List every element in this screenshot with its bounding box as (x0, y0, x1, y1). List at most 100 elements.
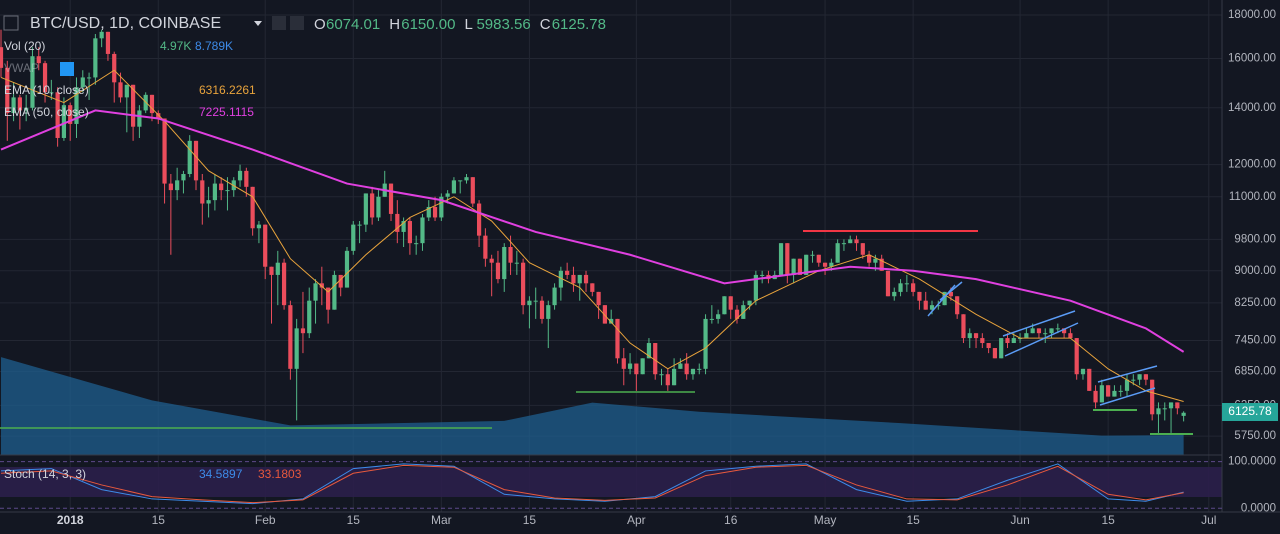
x-tick-label: 15 (906, 513, 920, 527)
candle-body (961, 314, 966, 339)
candle-body (338, 274, 343, 288)
candle-body (942, 291, 947, 306)
candle-body (1099, 385, 1104, 403)
candle-body (1137, 374, 1142, 380)
dropdown-icon[interactable] (254, 21, 262, 26)
candle-body (464, 177, 469, 181)
ema10-line (0, 69, 1184, 402)
close-icon[interactable] (290, 16, 304, 30)
candle-body (747, 300, 752, 306)
channel-line (1099, 387, 1156, 406)
candle-body (816, 254, 821, 263)
candle-body (131, 84, 136, 127)
last-price-badge (1222, 403, 1278, 421)
candle-body (162, 118, 167, 184)
candle-body (61, 105, 67, 138)
indicator-value: 34.5897 (199, 467, 243, 481)
stoch-d-line (0, 464, 1184, 504)
candle-body (1124, 379, 1130, 391)
candle-body (615, 318, 620, 359)
candle-body (225, 190, 230, 192)
channel-line (1004, 322, 1079, 357)
candle-body (451, 180, 457, 194)
candle-body (326, 287, 331, 310)
settings-icon[interactable] (272, 16, 286, 30)
ohlc-value: 6125.78 (552, 16, 606, 33)
x-tick-label: May (814, 513, 837, 527)
candle-body (244, 170, 249, 187)
candle-body (193, 140, 199, 181)
x-tick-label: Apr (627, 513, 646, 527)
candle-body (495, 262, 501, 280)
indicator-name[interactable]: Vol (20) (4, 39, 45, 53)
candle-body (212, 183, 217, 201)
candle-body (929, 305, 935, 310)
candle-body (11, 97, 16, 114)
stoch-k-line (0, 463, 1184, 505)
candle-body (388, 183, 394, 214)
x-tick-label: 15 (152, 513, 166, 527)
symbol[interactable]: BTC/USD, 1D, COINBASE (30, 15, 221, 32)
indicator-name[interactable]: EMA (10, close) (4, 83, 89, 97)
y-tick-label: 16000.00 (1228, 53, 1276, 65)
candle-body (634, 363, 639, 375)
candle-body (137, 110, 142, 127)
candle-body (42, 63, 48, 93)
candle-body (86, 77, 92, 79)
candle-body (1055, 328, 1060, 330)
candle-body (1175, 402, 1180, 409)
candle-body (36, 56, 41, 64)
volume-ma-area (1, 357, 1184, 455)
collapse-icon[interactable] (3, 15, 19, 31)
candle-body (118, 82, 123, 98)
y-tick-label: 18000.00 (1228, 9, 1276, 21)
candle-body (854, 239, 859, 244)
candle-body (514, 262, 519, 264)
x-tick-label: 15 (1101, 513, 1115, 527)
candle-body (93, 38, 98, 78)
y-tick-label: 5750.00 (1234, 430, 1276, 442)
candle-body (646, 343, 652, 359)
indicator-name[interactable]: VWAP (4, 61, 39, 75)
channel-line (1097, 365, 1158, 383)
ohlc-value: 6150.00 (401, 16, 455, 33)
candle-body (1162, 408, 1167, 410)
candle-body (923, 300, 928, 310)
candle-body (999, 338, 1004, 359)
indicator-name[interactable]: Stoch (14, 3, 3) (4, 467, 86, 481)
visibility-icon[interactable] (60, 62, 74, 76)
candle-body (426, 206, 431, 218)
candle-body (219, 183, 224, 191)
candle-body (703, 318, 708, 369)
x-tick-label: Jun (1010, 513, 1029, 527)
candle-body (885, 270, 891, 297)
candle-body (955, 296, 960, 315)
candle-body (0, 47, 4, 68)
candle-body (867, 254, 872, 263)
candle-body (149, 94, 155, 114)
indicator-value: 6316.2261 (199, 83, 256, 97)
x-tick-label: 2018 (57, 513, 84, 527)
candle-body (105, 31, 111, 54)
indicator-name[interactable]: EMA (50, close) (4, 105, 89, 119)
volume-layer (1, 357, 1184, 455)
x-tick-label: Jul (1201, 513, 1216, 527)
candle-body (508, 246, 513, 263)
candle-body (596, 291, 601, 306)
candle-body (841, 243, 847, 245)
candle-body (829, 262, 834, 267)
candle-body (665, 374, 670, 386)
candle-body (590, 283, 595, 292)
candle-body (357, 224, 362, 226)
ohlc-label: C (540, 16, 551, 33)
channel-line (939, 281, 963, 301)
y-tick-label: 100.0000 (1228, 456, 1276, 468)
candle-body (986, 343, 991, 349)
x-tick-label: 15 (523, 513, 537, 527)
candle-body (370, 193, 375, 218)
candle-body (640, 358, 645, 375)
candle-body (552, 287, 557, 306)
candle-body (420, 217, 425, 244)
candle-body (476, 203, 482, 236)
candle-body (659, 374, 664, 376)
